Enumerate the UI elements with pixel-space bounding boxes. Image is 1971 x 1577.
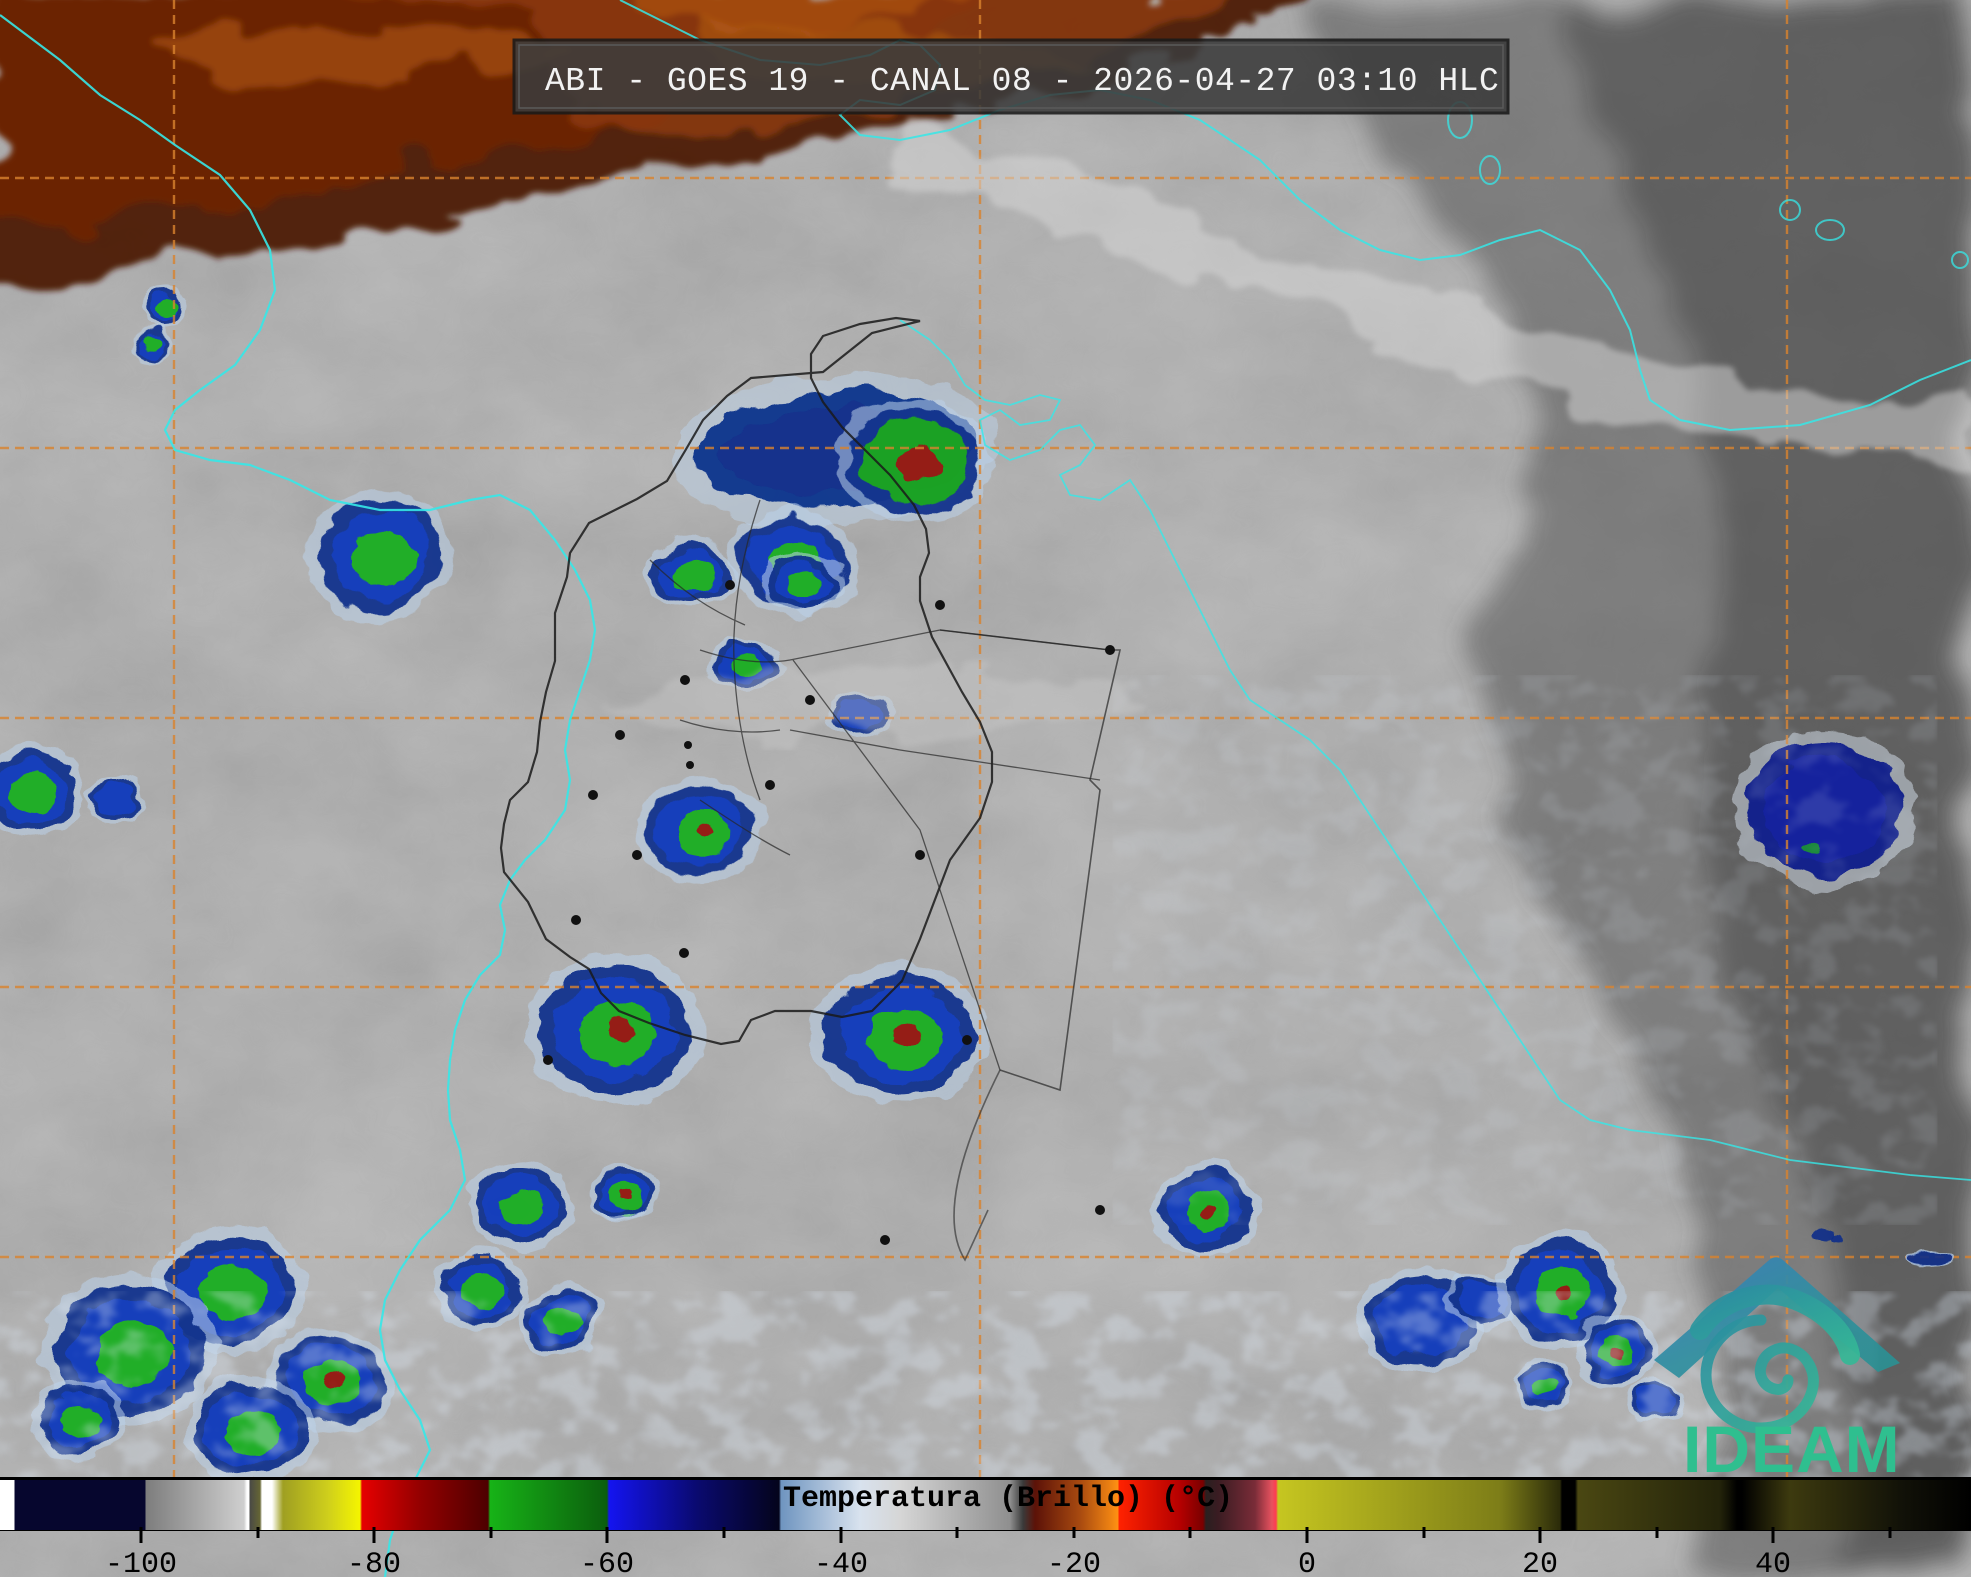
svg-text:-60: -60 — [580, 1548, 634, 1577]
svg-text:-80: -80 — [347, 1548, 401, 1577]
svg-text:40: 40 — [1755, 1548, 1791, 1577]
svg-text:-100: -100 — [105, 1548, 177, 1577]
svg-text:-40: -40 — [814, 1548, 868, 1577]
svg-text:-20: -20 — [1047, 1548, 1101, 1577]
svg-text:Temperatura (Brillo) (°C): Temperatura (Brillo) (°C) — [783, 1482, 1233, 1516]
svg-text:20: 20 — [1522, 1548, 1558, 1577]
svg-text:0: 0 — [1298, 1548, 1316, 1577]
